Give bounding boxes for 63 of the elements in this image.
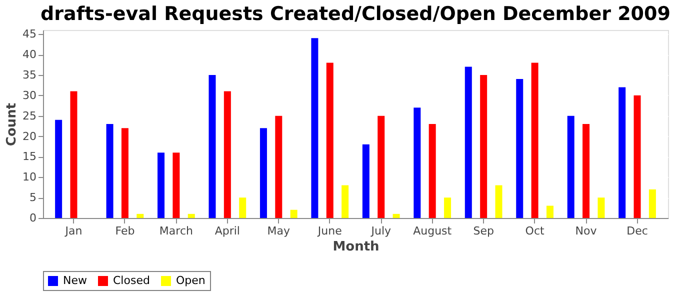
y-tick-label: 30: [22, 88, 36, 102]
bar: [531, 62, 538, 218]
bar: [392, 214, 400, 218]
x-tick-label: Dec: [626, 224, 648, 238]
bar: [158, 152, 165, 218]
y-tick-label: 25: [22, 109, 36, 122]
bar: [208, 74, 216, 218]
x-tick-label: Nov: [575, 224, 598, 238]
y-tick-label: 40: [22, 48, 36, 62]
bar: [567, 116, 574, 218]
x-tick-label: Oct: [525, 224, 545, 238]
chart-title: drafts-eval Requests Created/Closed/Open December 2009: [40, 3, 670, 26]
x-tick-label: June: [316, 224, 342, 238]
bar: [342, 185, 349, 218]
bar: [224, 91, 231, 218]
x-axis-title: Month: [332, 240, 380, 254]
x-tick-label: Feb: [115, 224, 135, 238]
x-tick-label: March: [159, 224, 193, 238]
bar: [480, 74, 488, 218]
legend-label: Open: [176, 274, 206, 287]
bar: [275, 116, 282, 218]
y-tick-label: 45: [22, 28, 36, 41]
x-tick-label: May: [267, 224, 291, 238]
bar: [55, 120, 62, 218]
bar: [136, 214, 144, 218]
legend-label: Closed: [113, 274, 150, 287]
bar: [239, 198, 246, 218]
bar: [70, 91, 78, 218]
bar: [260, 128, 267, 218]
y-tick-label: 20: [22, 130, 36, 143]
bar: [428, 124, 436, 218]
x-tick-label: July: [370, 224, 392, 238]
y-tick-label: 15: [22, 150, 36, 164]
x-tick-label: Jan: [64, 224, 82, 238]
y-tick-label: 35: [22, 68, 36, 82]
bar: [516, 79, 524, 218]
y-axis-title: Count: [4, 102, 20, 146]
y-tick-label: 5: [30, 191, 36, 204]
bar: [172, 152, 180, 218]
x-tick-label: April: [214, 224, 240, 238]
bar: [311, 38, 318, 218]
bar: [546, 206, 554, 218]
bar: [464, 66, 472, 218]
bar: [582, 124, 590, 218]
bar: [290, 210, 298, 218]
bar: [106, 124, 114, 218]
bar: [618, 87, 626, 218]
x-tick-label: August: [413, 224, 452, 238]
bar: [648, 189, 656, 218]
legend-label: New: [63, 274, 87, 287]
bar: [495, 185, 502, 218]
bar: [444, 198, 452, 218]
bar: [598, 198, 605, 218]
bar: [121, 128, 128, 218]
bar: [634, 95, 641, 218]
bar: [326, 62, 334, 218]
y-tick-label: 0: [30, 212, 36, 224]
bar: [378, 116, 385, 218]
bar: [188, 214, 195, 218]
bar: [414, 108, 421, 218]
bar: [362, 144, 370, 218]
x-tick-label: Sep: [473, 224, 494, 238]
y-tick-label: 10: [22, 170, 36, 184]
